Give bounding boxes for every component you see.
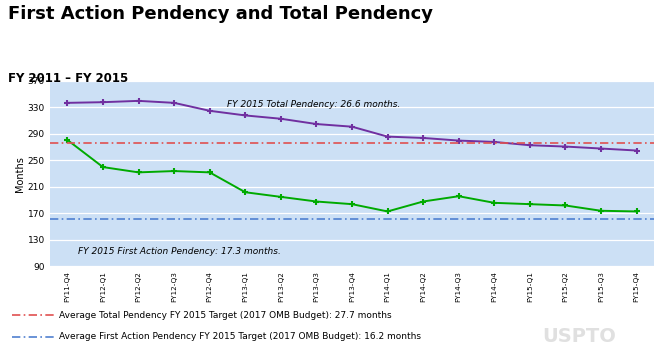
First Action Pendency (348, 202, 356, 206)
Total Pendency (455, 139, 463, 143)
Total Pendency (63, 101, 71, 105)
First Action Pendency (241, 190, 249, 194)
Total Pendency (99, 100, 107, 104)
First Action Pendency (277, 195, 285, 199)
Text: USPTO: USPTO (542, 327, 616, 346)
Text: Average First Action Pendency FY 2015 Target (2017 OMB Budget): 16.2 months: Average First Action Pendency FY 2015 Ta… (59, 332, 422, 341)
First Action Pendency (135, 170, 143, 175)
First Action Pendency (419, 199, 427, 204)
Text: Average Total Pendency FY 2015 Target (2017 OMB Budget): 27.7 months: Average Total Pendency FY 2015 Target (2… (59, 310, 392, 320)
Total Pendency (135, 99, 143, 103)
Total Pendency (383, 134, 391, 139)
Total Pendency (206, 109, 214, 113)
First Action Pendency (633, 209, 641, 213)
First Action Pendency (490, 201, 498, 205)
First Action Pendency (597, 208, 605, 213)
First Action Pendency (63, 138, 71, 142)
Total Pendency (277, 117, 285, 121)
First Action Pendency (526, 202, 534, 206)
First Action Pendency (206, 170, 214, 175)
First Action Pendency (170, 169, 178, 173)
Total Pendency (490, 140, 498, 144)
Text: FY 2015 Total Pendency: 26.6 months.: FY 2015 Total Pendency: 26.6 months. (227, 100, 401, 109)
Y-axis label: Months: Months (15, 156, 24, 192)
First Action Pendency (99, 165, 107, 169)
Line: Total Pendency: Total Pendency (64, 98, 640, 154)
Total Pendency (633, 148, 641, 153)
Total Pendency (526, 143, 534, 147)
Total Pendency (241, 113, 249, 118)
Text: FY 2015 First Action Pendency: 17.3 months.: FY 2015 First Action Pendency: 17.3 mont… (78, 247, 281, 256)
Total Pendency (313, 122, 321, 126)
Total Pendency (597, 147, 605, 151)
Total Pendency (419, 136, 427, 140)
Total Pendency (561, 144, 569, 149)
Line: First Action Pendency: First Action Pendency (64, 136, 640, 215)
First Action Pendency (455, 194, 463, 198)
First Action Pendency (561, 203, 569, 208)
Total Pendency (348, 125, 356, 129)
First Action Pendency (383, 209, 391, 213)
Text: FY 2011 – FY 2015: FY 2011 – FY 2015 (8, 72, 128, 85)
Total Pendency (170, 101, 178, 105)
First Action Pendency (313, 199, 321, 204)
Text: First Action Pendency and Total Pendency: First Action Pendency and Total Pendency (8, 5, 433, 23)
